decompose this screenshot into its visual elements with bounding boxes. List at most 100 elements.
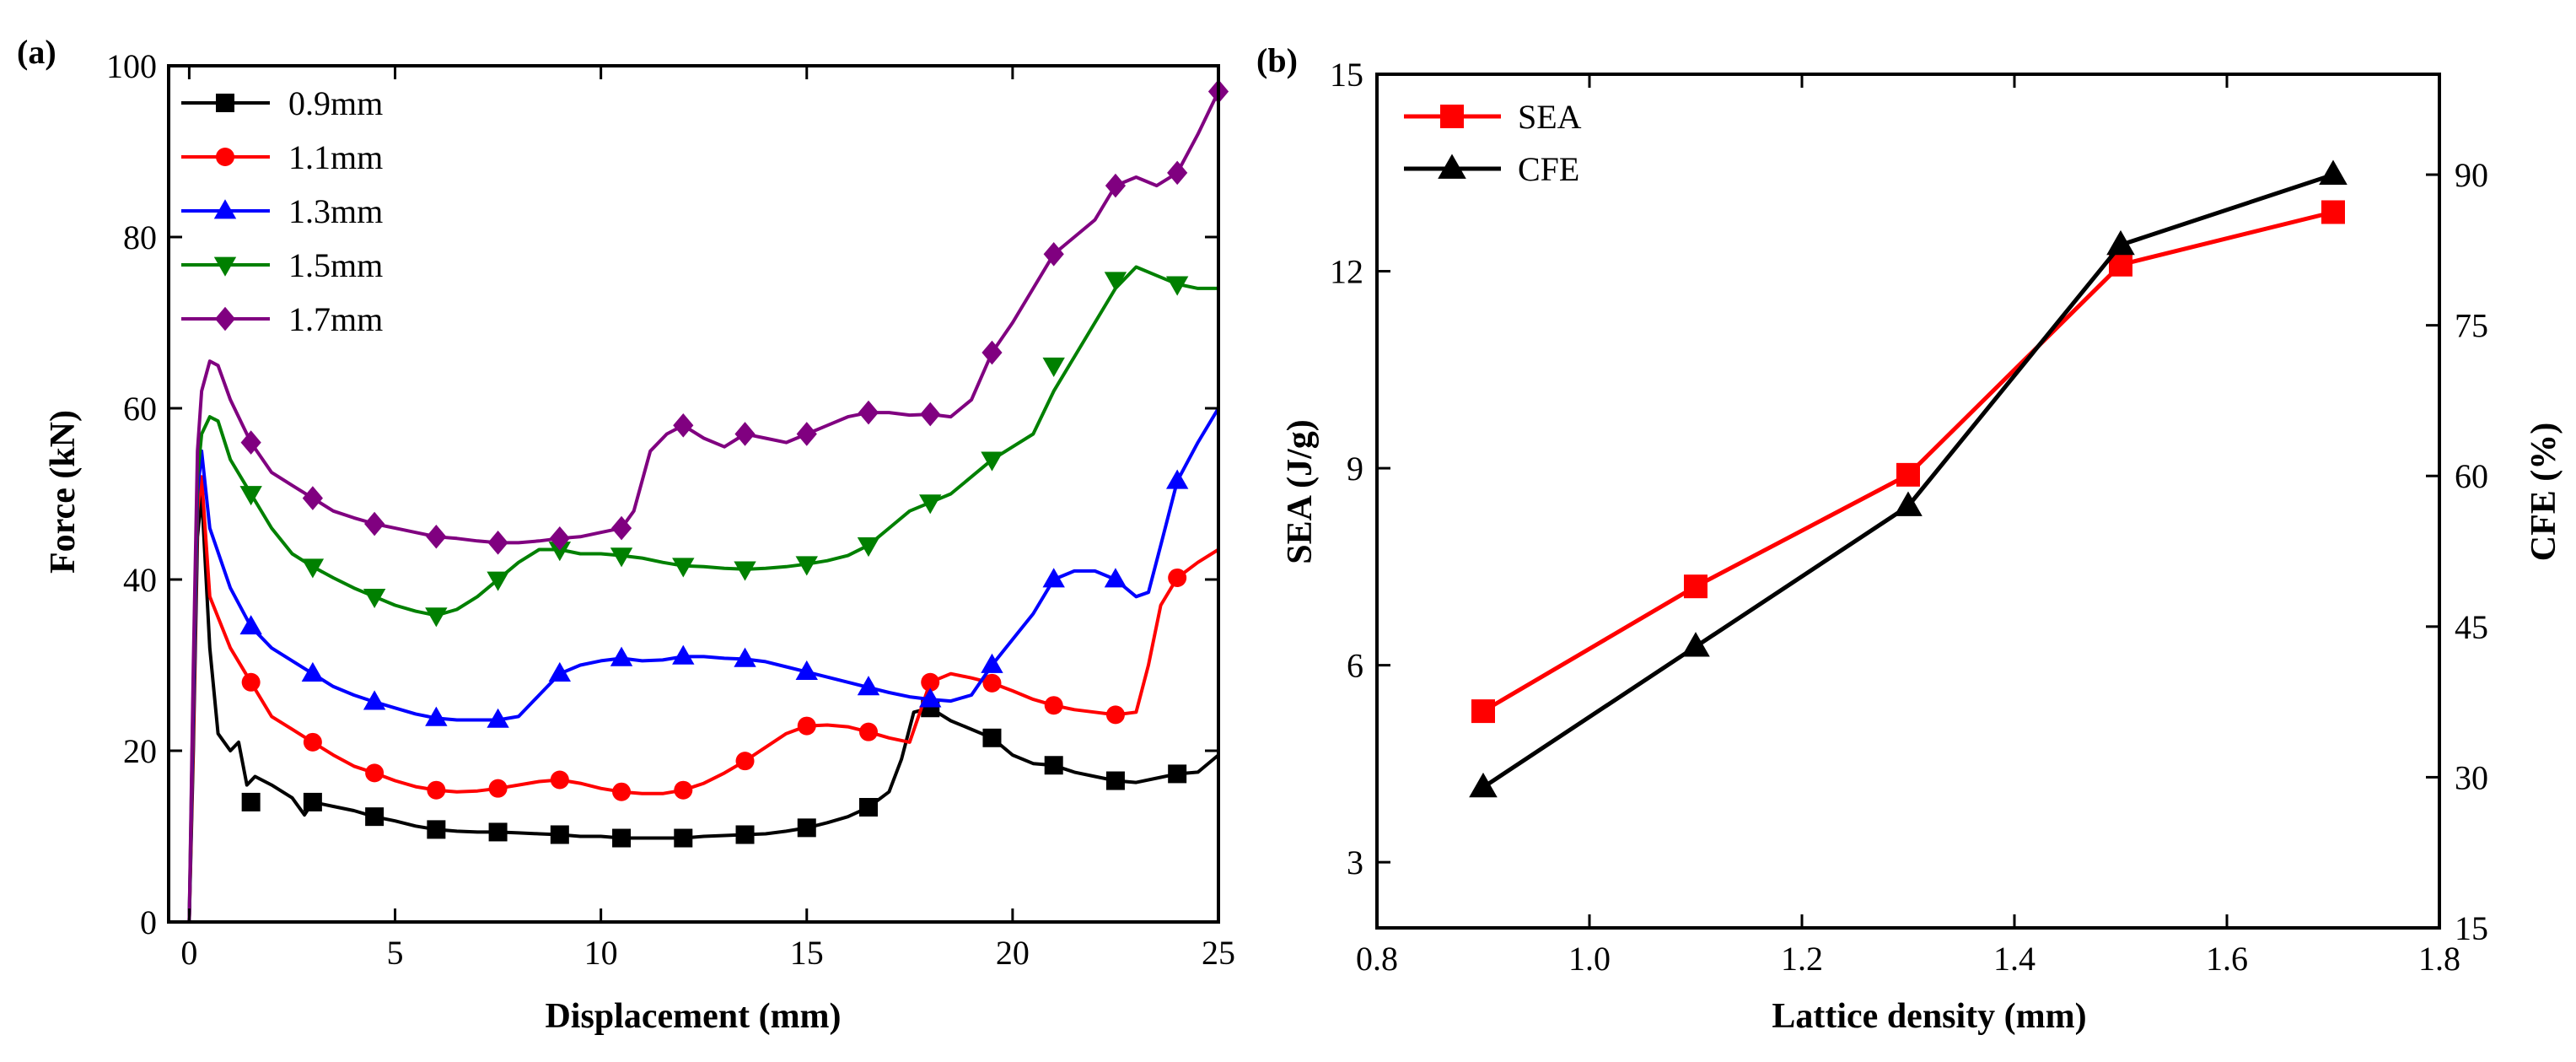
marker-1.5mm-8 [734,561,756,581]
marker-1.7mm-8 [734,422,756,446]
marker-0.9mm-9 [797,818,816,838]
marker-1.1mm-6 [612,782,632,801]
legend-swatch-marker [216,94,234,112]
marker-1.5mm-4 [487,571,509,591]
marker-1.5mm-6 [610,547,633,568]
marker-1.7mm-2 [364,511,385,536]
marker-1.1mm-7 [674,780,693,800]
panel-a-label: (a) [17,33,56,71]
marker-1.1mm-14 [1105,705,1125,725]
marker-0.9mm-6 [612,828,632,848]
legend-swatch-marker [213,256,237,277]
marker-1.1mm-11 [921,672,940,692]
marker-1.3mm-0 [239,615,262,635]
marker-1.5mm-7 [672,558,695,578]
marker-1.7mm-9 [796,422,817,446]
x-tick-label: 1.2 [1781,940,1823,978]
legend-swatch-marker [216,148,234,166]
marker-0.9mm-7 [674,828,693,848]
x-tick-label: 15 [790,934,824,972]
panel-a-legend: 0.9mm 1.1mm 1.3mm 1.5mm 1.7mm [181,84,383,338]
marker-1.3mm-11 [919,687,942,708]
marker-CFE-2 [1894,491,1923,516]
marker-1.3mm-12 [981,653,1003,673]
panel-a-axes: 0 5 10 15 20 25 0 20 40 60 80 100 [106,47,1235,972]
legend-item-1.7mm: 1.7mm [181,300,383,338]
marker-1.7mm-11 [920,402,941,427]
marker-1.5mm-14 [1104,272,1127,292]
marker-1.7mm-12 [981,340,1003,365]
panel-a-series-layer [187,79,1229,923]
y-tick-label: 60 [123,390,157,428]
panel-a-force-displacement: (a) 0 5 10 15 20 25 0 20 40 60 80 100 0.9mm 1.1mm 1.3… [17,33,1235,1036]
marker-1.1mm-15 [1168,568,1187,587]
legend-label: 1.1mm [288,138,383,176]
panel-a-frame [167,64,1220,924]
marker-1.1mm-5 [550,770,569,790]
legend-swatch-marker [214,306,236,332]
marker-1.7mm-7 [673,413,694,438]
marker-1.7mm-13 [1043,242,1064,267]
x-tick-label: 1.6 [2206,940,2248,978]
marker-0.9mm-4 [488,822,508,842]
marker-1.7mm-10 [858,400,879,425]
marker-0.9mm-0 [241,792,261,811]
marker-1.3mm-6 [610,646,633,666]
marker-1.3mm-2 [363,690,386,710]
marker-1.5mm-9 [795,556,818,576]
marker-1.1mm-4 [488,779,508,798]
x-tick-label: 25 [1202,934,1235,972]
legend-swatch-marker [1440,105,1464,128]
marker-0.9mm-2 [365,807,385,827]
line-1.7mm [187,90,1220,923]
marker-1.1mm-0 [241,672,261,692]
marker-1.7mm-1 [302,486,323,510]
marker-1.7mm-6 [610,515,632,541]
marker-1.7mm-5 [549,526,570,551]
marker-1.3mm-7 [672,644,695,665]
series-1.5mm [187,265,1218,923]
marker-1.3mm-4 [487,708,509,728]
marker-1.1mm-1 [303,732,322,752]
marker-SEA-2 [1896,462,1920,487]
x-tick-label: 1.8 [2418,940,2460,978]
marker-CFE-3 [2106,229,2135,256]
panel-b-frame [1375,73,2441,930]
line-1.5mm [187,265,1218,923]
left-y-tick-label: 6 [1347,647,1363,685]
marker-1.3mm-10 [857,676,880,696]
marker-1.5mm-13 [1042,357,1065,377]
left-y-tick-label: 15 [1330,56,1363,94]
right-y-tick-label: 75 [2455,307,2488,345]
legend-label: 1.3mm [288,192,383,230]
legend-swatch-marker [1438,154,1466,179]
marker-1.5mm-0 [239,486,262,506]
y-tick-label: 0 [140,903,157,941]
y-tick-label: 20 [123,732,157,770]
marker-SEA-1 [1684,574,1707,599]
series-0.9mm [187,492,1220,923]
line-0.9mm [187,492,1220,923]
panel-a-y-axis-label: Force (kN) [44,410,83,574]
marker-CFE-1 [1681,632,1710,657]
marker-1.5mm-10 [857,537,880,558]
line-SEA [1482,210,2334,714]
marker-1.3mm-9 [795,660,818,680]
marker-0.9mm-1 [303,792,322,811]
marker-1.1mm-12 [982,673,1002,693]
marker-1.3mm-1 [301,661,325,682]
legend-swatch-marker [213,199,237,219]
marker-0.9mm-5 [550,825,569,844]
marker-1.1mm-10 [859,722,878,741]
series-1.3mm [187,407,1220,923]
marker-1.3mm-8 [734,647,756,667]
right-y-tick-label: 30 [2455,758,2488,796]
marker-0.9mm-13 [1044,756,1063,775]
marker-1.1mm-8 [735,752,755,771]
panel-a-x-axis-label: Displacement (mm) [545,997,841,1036]
marker-1.5mm-2 [363,588,386,609]
left-y-tick-label: 3 [1347,844,1363,881]
legend-label: 1.7mm [288,300,383,338]
y-tick-label: 100 [106,47,157,85]
